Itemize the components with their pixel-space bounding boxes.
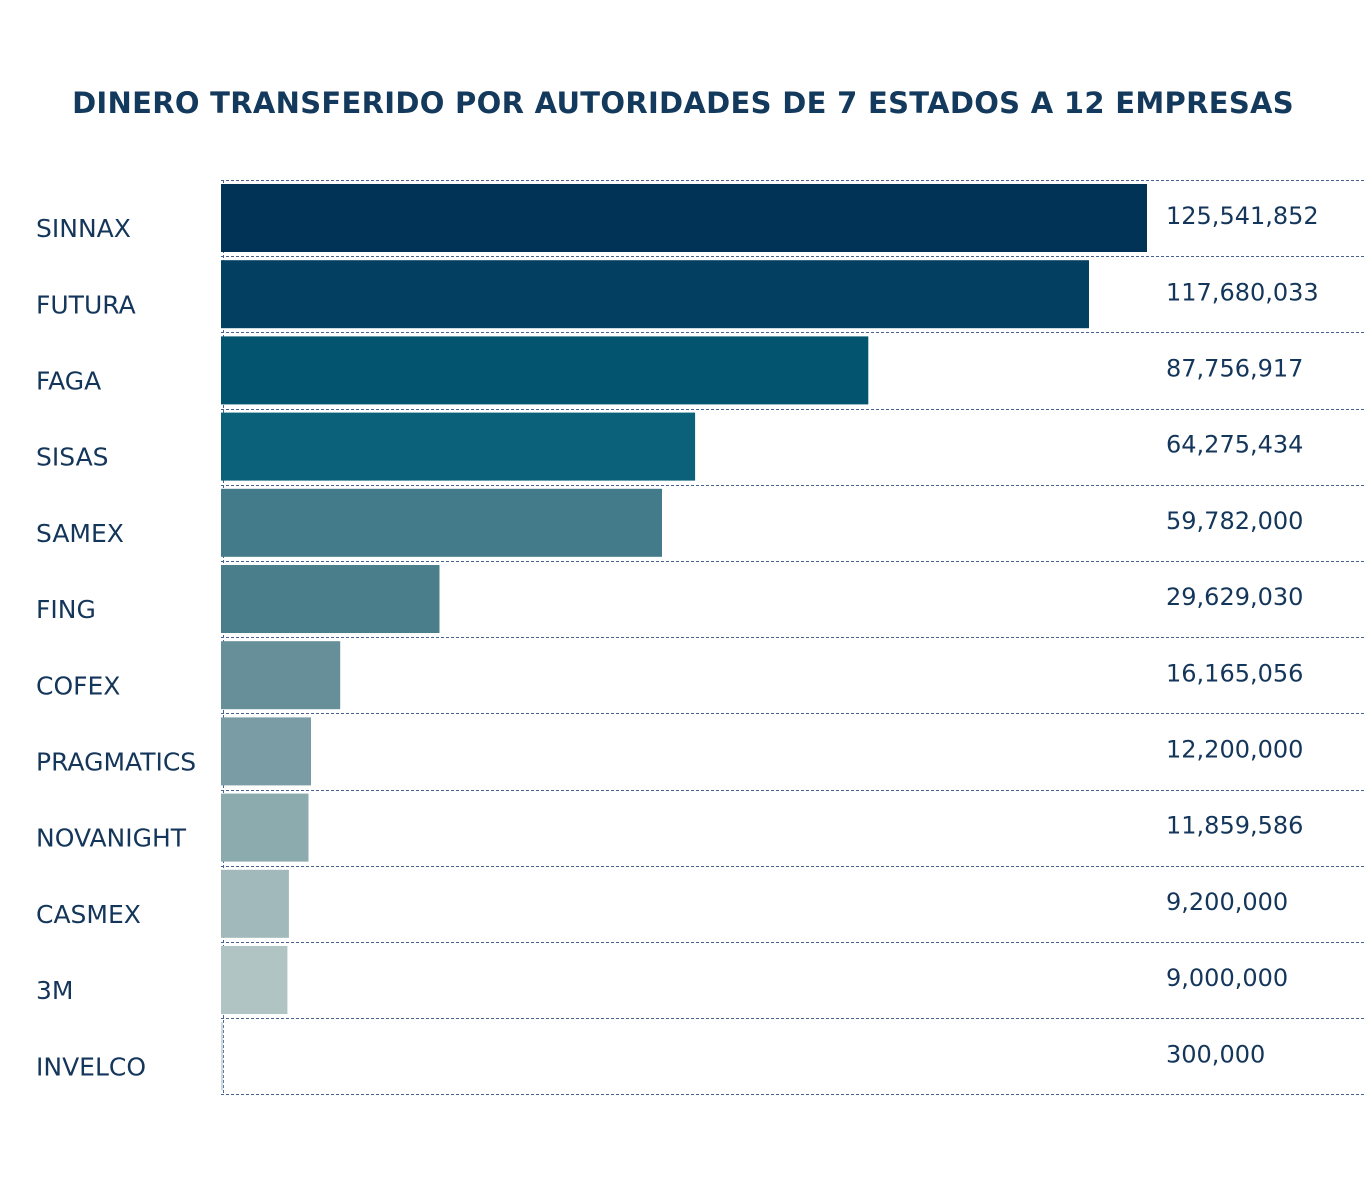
category-label: SISAS (36, 443, 109, 472)
bar (221, 565, 440, 633)
category-label: CASMEX (36, 900, 141, 929)
category-labels: SINNAX FUTURA FAGA SISAS SAMEX FING COFEX PRAGM… (36, 214, 196, 1081)
grid-lines (221, 180, 1364, 1095)
value-label: 11,859,586 (1166, 812, 1303, 840)
category-label: NOVANIGHT (36, 824, 187, 853)
category-label: FING (36, 595, 96, 624)
bars (221, 184, 1147, 1091)
bar (221, 488, 662, 557)
value-label: 9,000,000 (1166, 964, 1288, 992)
category-label: PRAGMATICS (36, 748, 196, 777)
value-label: 12,200,000 (1166, 736, 1303, 764)
bar (221, 641, 341, 710)
bar (221, 412, 696, 481)
value-label: 87,756,917 (1166, 355, 1303, 383)
bar (221, 793, 309, 862)
bar (221, 336, 869, 405)
bar (221, 946, 288, 1014)
value-label: 16,165,056 (1166, 659, 1303, 687)
bar (221, 184, 1147, 252)
category-label: FAGA (36, 367, 101, 396)
category-label: SAMEX (36, 519, 124, 548)
bar (221, 717, 311, 786)
category-label: INVELCO (36, 1052, 146, 1081)
category-label: SINNAX (36, 214, 131, 243)
chart-title: DINERO TRANSFERIDO POR AUTORIDADES DE 7 … (72, 86, 1294, 120)
value-label: 59,782,000 (1166, 507, 1303, 535)
value-label: 300,000 (1166, 1040, 1265, 1068)
value-label: 125,541,852 (1166, 202, 1319, 230)
bar (221, 869, 289, 938)
value-label: 117,680,033 (1166, 278, 1319, 306)
value-label: 64,275,434 (1166, 431, 1303, 459)
value-label: 29,629,030 (1166, 583, 1303, 611)
value-labels: 125,541,852 117,680,033 87,756,917 64,275,4… (1166, 202, 1319, 1068)
bar (221, 260, 1089, 329)
category-label: FUTURA (36, 290, 136, 319)
category-label: 3M (36, 976, 73, 1005)
category-label: COFEX (36, 671, 120, 700)
bar (221, 1022, 224, 1091)
value-label: 9,200,000 (1166, 888, 1288, 916)
